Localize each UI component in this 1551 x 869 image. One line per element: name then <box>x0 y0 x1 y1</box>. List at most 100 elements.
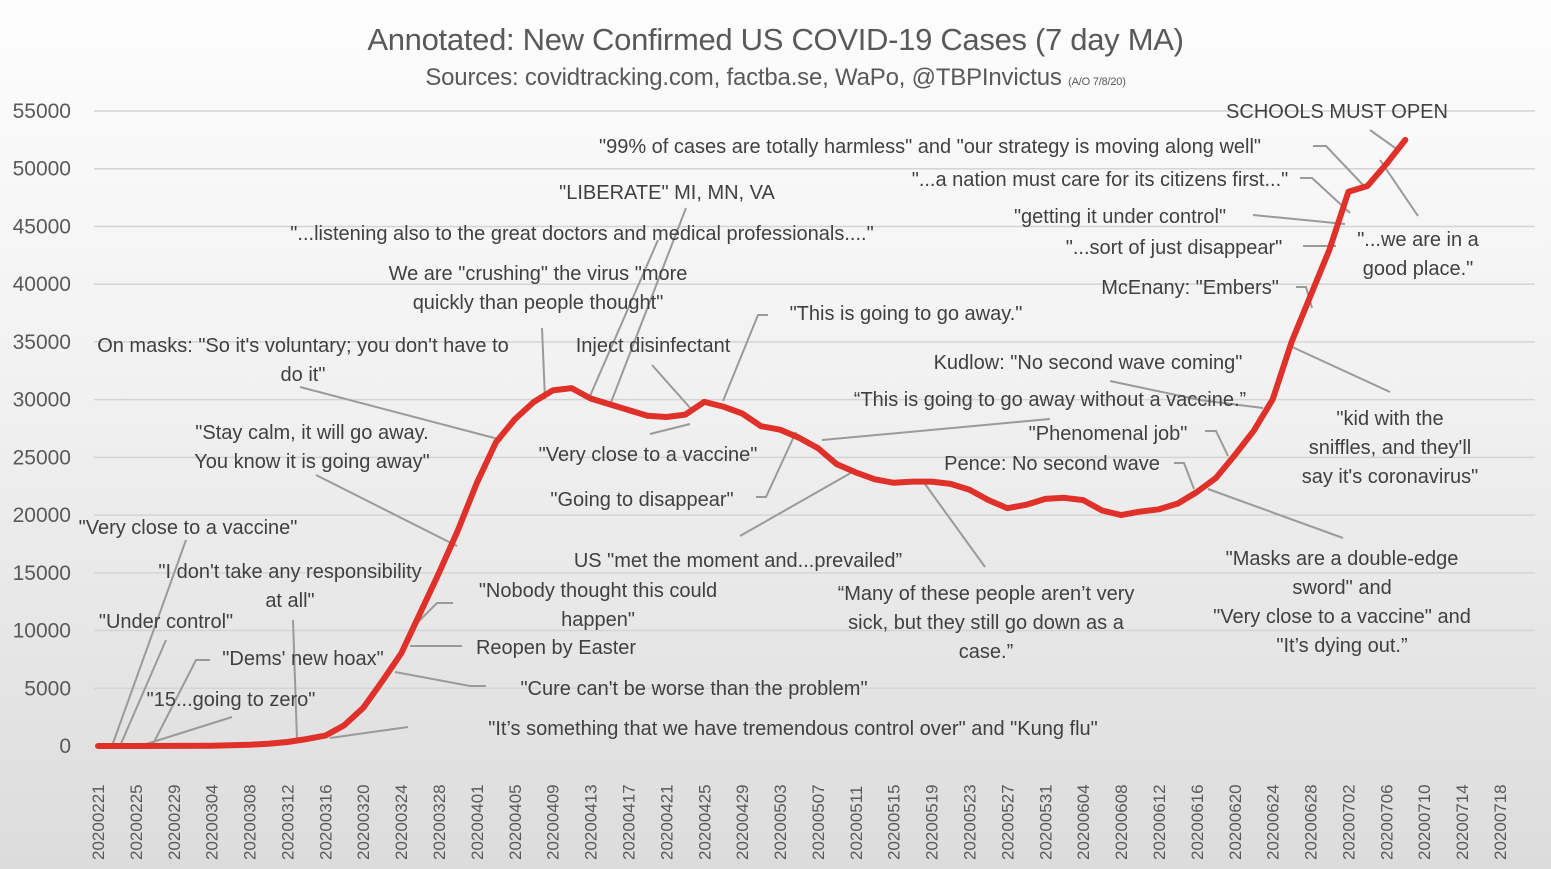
annotation: happen" <box>561 609 635 631</box>
x-tick-label: 20200710 <box>1415 784 1434 860</box>
x-tick-label: 20200620 <box>1226 784 1245 860</box>
x-tick-label: 20200425 <box>695 784 714 860</box>
y-tick-label: 35000 <box>13 331 71 354</box>
y-tick-label: 25000 <box>13 446 71 469</box>
annotation: US "met the moment and...prevailed” <box>574 550 902 572</box>
annotation: Inject disinfectant <box>576 335 731 357</box>
annotation: good place." <box>1363 258 1474 280</box>
annotation: "Nobody thought this could <box>479 580 717 602</box>
annotation: Kudlow: "No second wave coming" <box>934 352 1243 374</box>
annotation: "Very close to a vaccine" and <box>1213 606 1471 628</box>
annotation: Reopen by Easter <box>476 637 636 659</box>
x-tick-label: 20200316 <box>316 784 335 860</box>
annotation: at all" <box>265 590 314 612</box>
annotation: “Many of these people aren’t very <box>838 583 1135 605</box>
annotation: do it" <box>281 364 326 386</box>
annotation: You know it is going away" <box>194 451 429 473</box>
y-axis: 0 5000 10000 15000 20000 25000 30000 35000 40000… <box>13 100 71 758</box>
x-tick-label: 20200312 <box>278 784 297 860</box>
x-tick-label: 20200702 <box>1339 784 1358 860</box>
x-tick-label: 20200604 <box>1074 784 1093 860</box>
x-tick-label: 20200527 <box>998 784 1017 860</box>
annotation: "99% of cases are totally harmless" and … <box>599 136 1261 158</box>
annotation-leader-lines <box>111 129 1419 747</box>
subtitle-sources: Sources: covidtracking.com, factba.se, W… <box>425 64 1062 91</box>
annotation: "15...going to zero" <box>147 689 316 711</box>
annotation: "Under control" <box>99 611 233 633</box>
x-tick-label: 20200304 <box>203 784 222 860</box>
x-tick-label: 20200511 <box>847 786 866 860</box>
annotation: "It’s dying out.” <box>1276 635 1407 657</box>
annotation: We are "crushing" the virus "more <box>389 263 688 285</box>
annotation: "Very close to a vaccine" <box>539 444 758 466</box>
y-tick-label: 15000 <box>13 562 71 585</box>
annotation: McEnany: "Embers" <box>1101 277 1279 299</box>
chart-subtitle: Sources: covidtracking.com, factba.se, W… <box>0 64 1551 92</box>
annotation: "It’s something that we have tremendous … <box>488 718 1097 740</box>
y-tick-label: 40000 <box>13 273 71 296</box>
y-tick-label: 50000 <box>13 158 71 181</box>
y-tick-label: 30000 <box>13 389 71 412</box>
y-tick-label: 20000 <box>13 504 71 527</box>
annotation: "kid with the <box>1336 408 1443 430</box>
annotation: quickly than people thought" <box>413 292 664 314</box>
annotation: "Going to disappear" <box>550 489 733 511</box>
x-tick-label: 20200628 <box>1302 784 1321 860</box>
x-tick-label: 20200507 <box>809 784 828 860</box>
annotation: "Dems' new hoax" <box>222 648 383 670</box>
y-tick-label: 55000 <box>13 100 71 123</box>
x-tick-label: 20200320 <box>354 784 373 860</box>
x-tick-label: 20200401 <box>468 784 487 860</box>
x-tick-label: 20200714 <box>1453 784 1472 860</box>
annotation: Pence: No second wave <box>944 453 1160 475</box>
annotations: SCHOOLS MUST OPEN "99% of cases are tota… <box>79 101 1480 740</box>
annotation: "...we are in a <box>1357 229 1479 251</box>
y-tick-label: 45000 <box>13 215 71 238</box>
x-axis: 20200221 20200225 20200229 20200304 20200308… <box>89 784 1510 860</box>
annotation: "Very close to a vaccine" <box>79 517 298 539</box>
subtitle-date-note: (A/O 7/8/20) <box>1068 76 1126 88</box>
annotation: On masks: "So it's voluntary; you don't … <box>97 335 509 357</box>
x-tick-label: 20200225 <box>127 784 146 860</box>
x-tick-label: 20200429 <box>733 784 752 860</box>
annotation: sniffles, and they'll <box>1309 437 1471 459</box>
x-tick-label: 20200519 <box>923 784 942 860</box>
annotation: "Cure can't be worse than the problem" <box>520 678 867 700</box>
x-tick-label: 20200221 <box>89 784 108 860</box>
annotation: "LIBERATE" MI, MN, VA <box>559 182 775 204</box>
x-tick-label: 20200409 <box>544 784 563 860</box>
x-tick-label: 20200421 <box>657 784 676 860</box>
annotation: "Phenomenal job" <box>1029 423 1188 445</box>
annotation: "Masks are a double-edge <box>1226 548 1459 570</box>
x-tick-label: 20200324 <box>392 784 411 860</box>
annotation: SCHOOLS MUST OPEN <box>1226 101 1448 123</box>
x-tick-label: 20200405 <box>506 784 525 860</box>
annotation: “This is going to go away without a vacc… <box>854 389 1246 411</box>
annotation: "...sort of just disappear" <box>1066 237 1283 259</box>
x-tick-label: 20200616 <box>1188 784 1207 860</box>
cases-line <box>95 136 1409 749</box>
x-tick-label: 20200515 <box>885 784 904 860</box>
x-tick-label: 20200503 <box>771 784 790 860</box>
x-tick-label: 20200413 <box>582 784 601 860</box>
x-tick-label: 20200328 <box>430 784 449 860</box>
annotation: "I don't take any responsibility <box>158 561 421 583</box>
x-tick-label: 20200624 <box>1264 784 1283 860</box>
annotation: sword" and <box>1292 577 1391 599</box>
annotation: say it's coronavirus" <box>1302 466 1479 488</box>
chart-title: Annotated: New Confirmed US COVID-19 Cas… <box>367 22 1184 57</box>
annotation: "Stay calm, it will go away. <box>195 422 428 444</box>
y-tick-label: 5000 <box>24 677 71 700</box>
annotation: sick, but they still go down as a <box>848 612 1125 634</box>
x-tick-label: 20200706 <box>1377 784 1396 860</box>
x-tick-label: 20200531 <box>1036 784 1055 860</box>
annotation: "...a nation must care for its citizens … <box>912 169 1289 191</box>
annotation: "getting it under control" <box>1014 206 1226 228</box>
x-tick-label: 20200308 <box>241 784 260 860</box>
gridlines <box>94 110 1535 690</box>
x-tick-label: 20200523 <box>961 784 980 860</box>
y-tick-label: 0 <box>59 735 71 758</box>
annotation: "This is going to go away." <box>790 303 1023 325</box>
x-tick-label: 20200229 <box>165 784 184 860</box>
